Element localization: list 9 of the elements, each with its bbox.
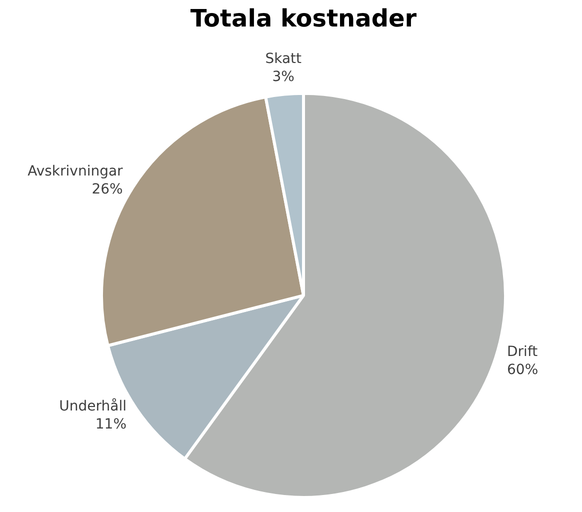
slice-label: Drift — [507, 344, 538, 360]
slice-label: Underhåll — [59, 397, 127, 414]
slice-label: Skatt — [265, 50, 302, 67]
data-label: 3% — [272, 68, 294, 85]
data-label: 60% — [507, 362, 538, 378]
chart-title: Totala kostnader — [190, 4, 417, 33]
slice-label: Avskrivningar — [28, 163, 124, 180]
data-label: 26% — [92, 181, 123, 198]
data-label: 11% — [95, 416, 127, 432]
